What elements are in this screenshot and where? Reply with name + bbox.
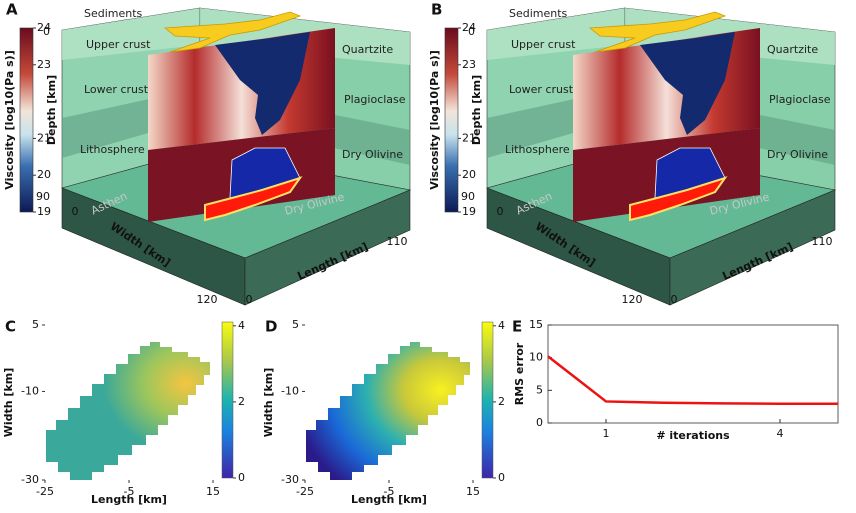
layer-label: Sediments	[84, 7, 143, 20]
colorbar-tick-label: 19	[37, 205, 51, 218]
tick-label: 0	[468, 25, 475, 38]
layer-label: Plagioclase	[769, 93, 831, 106]
x-tick-label: -5	[384, 485, 395, 498]
tick-label: 0	[246, 293, 253, 306]
layer-label: Dry Olivine	[342, 148, 403, 161]
upper-crust-band	[62, 8, 200, 60]
layer-label: Upper crust	[86, 38, 151, 51]
colorbar	[481, 321, 494, 479]
colorbar-tick-label: 23	[462, 58, 476, 71]
colorbar-tick-label: 4	[238, 319, 245, 332]
tick-label: 0	[497, 205, 504, 218]
colorbar-tick-label: 20	[37, 168, 51, 181]
layer-label: Lower crust	[84, 83, 149, 96]
plot-frame	[547, 324, 839, 424]
axis-label: Depth [km]	[45, 75, 58, 145]
tick-label: 90	[461, 190, 475, 203]
x-tick-label: 15	[206, 485, 220, 498]
colorbar	[444, 27, 459, 213]
tick-label: 90	[36, 190, 50, 203]
upper-crust-band	[487, 8, 625, 60]
sediment-body	[588, 11, 727, 53]
x-axis-label: # iterations	[656, 429, 730, 442]
y-tick-label: 10	[529, 351, 543, 364]
melt-red	[629, 176, 728, 222]
layer-label: Lithosphere	[505, 143, 570, 156]
sediment-body	[163, 11, 302, 53]
low-viscosity-zone	[215, 32, 310, 135]
x-tick-label: -25	[36, 485, 54, 498]
y-tick-label: -10	[21, 384, 39, 397]
tick-label: 110	[387, 235, 408, 248]
colorbar-tick-label: 4	[498, 319, 505, 332]
colorbar-tick-label: 2	[498, 395, 505, 408]
panel-label: B	[431, 1, 442, 19]
y-tick-label: 5	[32, 318, 39, 331]
colorbar-tick-label: 19	[462, 205, 476, 218]
layer-label: Quartzite	[342, 43, 393, 56]
colorbar-label: Viscosity [log10(Pa s)]	[3, 50, 16, 189]
colorbar-tick-label: 24	[37, 21, 51, 34]
y-tick-label: 0	[536, 416, 543, 429]
y-axis-label: RMS error	[513, 342, 526, 405]
panel-label: C	[5, 318, 16, 336]
tick-label: 110	[812, 235, 833, 248]
x-tick-label: 4	[777, 427, 784, 440]
panel-label: E	[512, 318, 522, 336]
y-tick-label: 5	[292, 318, 299, 331]
y-axis-label: Width [km]	[2, 368, 15, 438]
colorbar-tick-label: 21	[37, 131, 51, 144]
x-tick-label: -25	[296, 485, 314, 498]
colorbar	[19, 27, 34, 213]
layer-label: Lower crust	[509, 83, 574, 96]
x-axis-label: Length [km]	[91, 493, 167, 506]
layer-label: Quartzite	[767, 43, 818, 56]
melt-red	[204, 176, 303, 222]
y-tick-label: 5	[536, 383, 543, 396]
tick-label: 0	[43, 25, 50, 38]
colorbar-tick-label: 2	[238, 395, 245, 408]
axis-label: Depth [km]	[470, 75, 483, 145]
colorbar-label: Viscosity [log10(Pa s)]	[428, 50, 441, 189]
panel-label: A	[6, 1, 18, 19]
layer-label: Lithosphere	[80, 143, 145, 156]
y-tick-label: -30	[21, 473, 39, 486]
colorbar-tick-label: 20	[462, 168, 476, 181]
tick-label: 120	[197, 293, 218, 306]
layer-label: Dry Olivine	[767, 148, 828, 161]
y-tick-label: -30	[281, 473, 299, 486]
panel-label: D	[265, 318, 277, 336]
heatmap	[306, 342, 470, 480]
tick-label: 0	[72, 205, 79, 218]
low-viscosity-zone	[640, 32, 735, 135]
y-tick-label: 15	[529, 318, 543, 331]
colorbar-tick-label: 0	[238, 471, 245, 484]
x-tick-label: 15	[466, 485, 480, 498]
slab-right	[669, 189, 836, 306]
colorbar-tick-label: 23	[37, 58, 51, 71]
layer-label: Sediments	[509, 7, 568, 20]
colorbar	[221, 321, 234, 479]
x-tick-label: -5	[124, 485, 135, 498]
rms-line	[547, 355, 838, 405]
tick-label: 120	[622, 293, 643, 306]
colorbar-tick-label: 21	[462, 131, 476, 144]
slab-right	[244, 189, 411, 306]
y-tick-label: -10	[281, 384, 299, 397]
y-axis-label: Width [km]	[262, 368, 275, 438]
heatmap	[46, 342, 210, 480]
layer-label: Upper crust	[511, 38, 576, 51]
colorbar-tick-label: 24	[462, 21, 476, 34]
layer-label: Plagioclase	[344, 93, 406, 106]
colorbar-tick-label: 0	[498, 471, 505, 484]
x-tick-label: 1	[603, 427, 610, 440]
x-axis-label: Length [km]	[351, 493, 427, 506]
tick-label: 0	[671, 293, 678, 306]
